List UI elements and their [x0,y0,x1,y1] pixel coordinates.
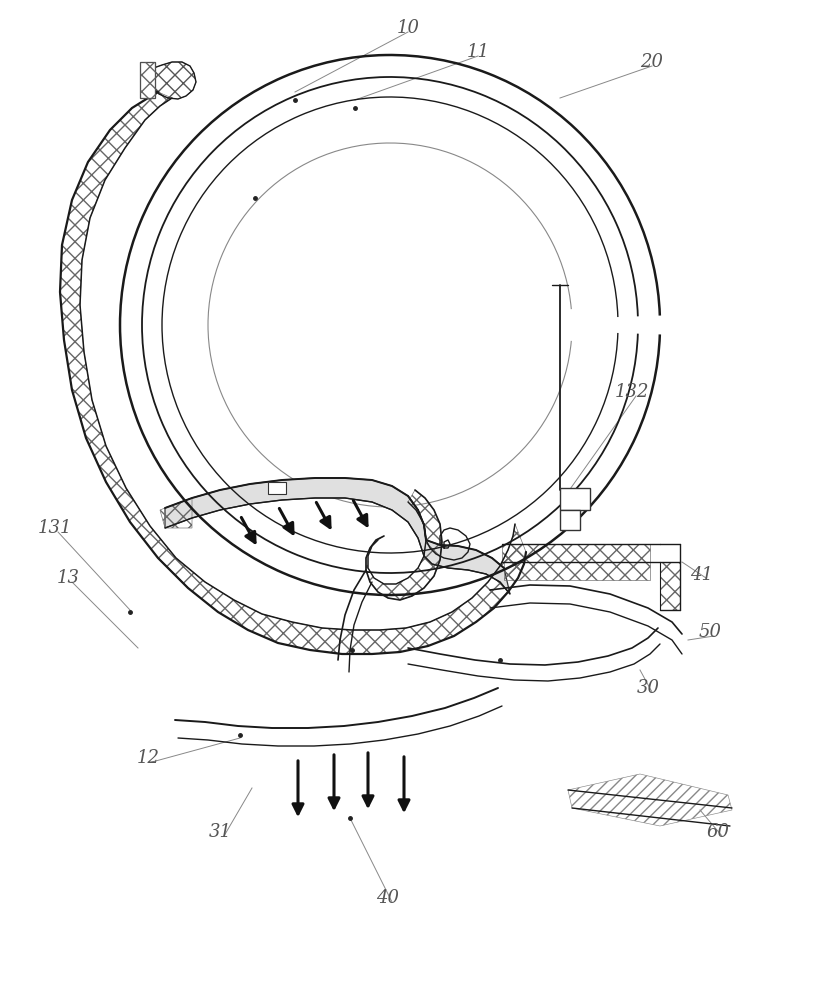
Text: 11: 11 [466,43,490,61]
Text: 132: 132 [615,383,649,401]
Polygon shape [165,478,510,594]
Polygon shape [560,488,590,510]
Text: 131: 131 [37,519,72,537]
Text: 50: 50 [699,623,721,641]
Text: 12: 12 [136,749,159,767]
Text: 20: 20 [641,53,663,71]
Text: 13: 13 [56,569,80,587]
Text: 30: 30 [637,679,660,697]
Polygon shape [140,62,155,98]
Polygon shape [268,482,286,494]
Text: 41: 41 [691,566,714,584]
Text: 40: 40 [377,889,399,907]
Text: 10: 10 [397,19,419,37]
Polygon shape [560,510,580,530]
Text: 60: 60 [706,823,730,841]
Text: 31: 31 [208,823,232,841]
